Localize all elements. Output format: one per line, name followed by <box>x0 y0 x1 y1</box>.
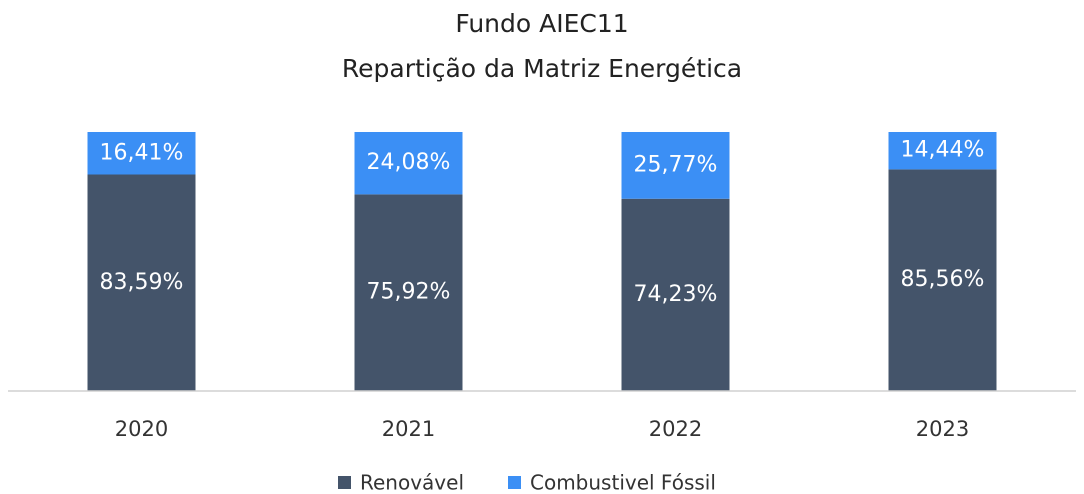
chart-subtitle: Repartição da Matriz Energética <box>342 54 742 83</box>
legend-swatch <box>338 476 351 489</box>
bar-segment <box>888 169 997 391</box>
legend-swatch <box>508 476 521 489</box>
value-label: 75,92% <box>367 280 451 305</box>
value-label: 83,59% <box>100 270 184 295</box>
value-label: 25,77% <box>634 152 718 177</box>
legend-label: Renovável <box>360 471 464 494</box>
value-label: 74,23% <box>634 282 718 307</box>
legend-label: Combustivel Fóssil <box>530 471 716 494</box>
x-tick-label: 2020 <box>115 417 168 441</box>
value-label: 24,08% <box>367 150 451 175</box>
bar-segment <box>354 132 463 195</box>
bar-segment <box>888 132 997 170</box>
bar-segment <box>87 132 196 175</box>
x-tick-label: 2022 <box>649 417 702 441</box>
value-label: 16,41% <box>100 140 184 165</box>
bar-segment <box>354 194 463 391</box>
x-tick-label: 2021 <box>382 417 435 441</box>
bar-segment <box>621 198 730 391</box>
bar-segment <box>621 132 730 199</box>
x-tick-label: 2023 <box>916 417 969 441</box>
value-label: 14,44% <box>901 138 985 163</box>
value-label: 85,56% <box>901 267 985 292</box>
chart-title: Fundo AIEC11 <box>455 9 628 38</box>
bar-segment <box>87 174 196 391</box>
